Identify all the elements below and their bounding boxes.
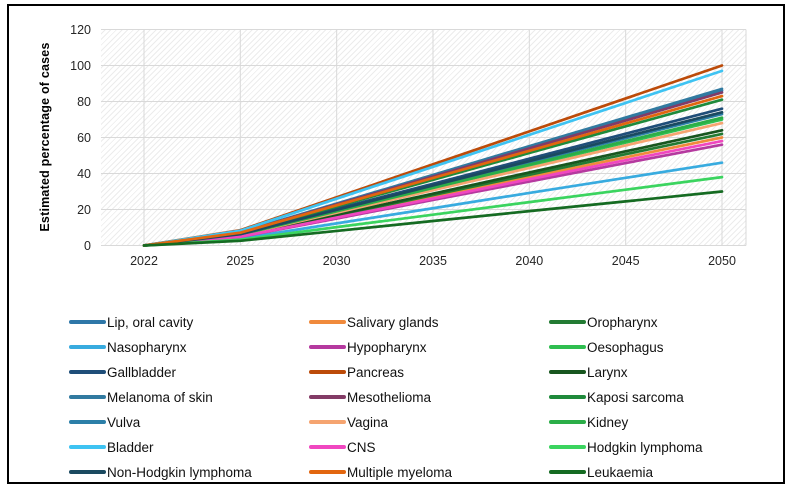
series-line-bladder: [142, 69, 724, 247]
legend-item-hypopharynx: Hypopharynx: [309, 338, 549, 356]
legend-label: Hodgkin lymphoma: [587, 439, 703, 455]
legend-swatch-icon: [549, 445, 586, 449]
legend-label: Oesophagus: [587, 339, 664, 355]
legend-label: Gallbladder: [107, 364, 177, 380]
y-axis-title: Estimated percentage of cases: [38, 42, 52, 232]
legend-label: Vulva: [107, 414, 141, 430]
legend-label: CNS: [347, 439, 376, 455]
legend-item-hodgkin-lymphoma: Hodgkin lymphoma: [549, 438, 749, 456]
legend-item-mesothelioma: Mesothelioma: [309, 388, 549, 406]
legend-swatch-icon: [309, 445, 346, 449]
legend-item-kidney: Kidney: [549, 413, 749, 431]
legend-swatch-icon: [309, 395, 346, 399]
series-line-cns: [142, 139, 724, 247]
legend-swatch-icon: [549, 395, 586, 399]
legend-swatch-icon: [549, 470, 586, 474]
x-tick-label: 2040: [515, 254, 544, 268]
legend-item-pancreas: Pancreas: [309, 363, 549, 381]
legend-label: Non-Hodgkin lymphoma: [107, 464, 252, 480]
legend-swatch-icon: [69, 420, 106, 424]
legend-item-kaposi-sarcoma: Kaposi sarcoma: [549, 388, 749, 406]
legend-swatch-icon: [549, 420, 586, 424]
legend-label: Kaposi sarcoma: [587, 389, 684, 405]
legend-label: Bladder: [107, 439, 154, 455]
legend-label: Melanoma of skin: [107, 389, 213, 405]
legend-label: Lip, oral cavity: [107, 314, 194, 330]
legend-item-multiple-myeloma: Multiple myeloma: [309, 463, 549, 481]
legend-swatch-icon: [309, 370, 346, 374]
x-tick-label: 2022: [130, 254, 158, 268]
series-line-multiple-myeloma: [142, 94, 724, 247]
legend-swatch-icon: [309, 345, 346, 349]
legend-swatch-icon: [69, 445, 106, 449]
legend-label: Multiple myeloma: [347, 464, 453, 480]
y-tick-label: 40: [77, 166, 91, 181]
legend-item-larynx: Larynx: [549, 363, 749, 381]
legend-label: Kidney: [587, 414, 629, 430]
legend-label: Hypopharynx: [347, 339, 427, 355]
x-tick-label: 2035: [419, 254, 447, 268]
legend-item-leukaemia: Leukaemia: [549, 463, 749, 481]
legend-label: Oropharynx: [587, 314, 658, 330]
legend-item-oesophagus: Oesophagus: [549, 338, 749, 356]
legend-item-gallbladder: Gallbladder: [69, 363, 309, 381]
chart-outer-frame: Estimated percentage of cases 0 20 40 60 80 1…: [7, 4, 785, 484]
y-tick-label: 80: [77, 94, 91, 109]
legend-item-cns: CNS: [309, 438, 549, 456]
legend-swatch-icon: [549, 345, 586, 349]
legend-swatch-icon: [309, 320, 346, 324]
legend-item-salivary-glands: Salivary glands: [309, 313, 549, 331]
series-line-leukaemia: [142, 190, 724, 247]
legend-item-bladder: Bladder: [69, 438, 309, 456]
legend-swatch-icon: [549, 370, 586, 374]
legend-label: Salivary glands: [347, 314, 439, 330]
y-tick-label: 0: [84, 238, 91, 253]
legend-item-vulva: Vulva: [69, 413, 309, 431]
legend-item-non-hodgkin-lymphoma: Non-Hodgkin lymphoma: [69, 463, 309, 481]
legend-item-lip-oral-cavity: Lip, oral cavity: [69, 313, 309, 331]
legend-swatch-icon: [309, 470, 346, 474]
y-tick-label: 120: [70, 22, 91, 37]
legend-label: Vagina: [347, 414, 389, 430]
legend-item-oropharynx: Oropharynx: [549, 313, 749, 331]
legend-label: Leukaemia: [587, 464, 654, 480]
line-chart-plot: [101, 29, 747, 247]
legend-item-vagina: Vagina: [309, 413, 549, 431]
legend-label: Mesothelioma: [347, 389, 432, 405]
legend-item-nasopharynx: Nasopharynx: [69, 338, 309, 356]
y-tick-label: 60: [77, 130, 91, 145]
x-tick-label: 2050: [708, 254, 736, 268]
x-tick-label: 2030: [322, 254, 351, 268]
legend-swatch-icon: [69, 320, 106, 324]
legend-swatch-icon: [69, 395, 106, 399]
legend-swatch-icon: [309, 420, 346, 424]
legend-label: Larynx: [587, 364, 628, 380]
y-tick-label: 20: [77, 202, 91, 217]
series-line-non-hodgkin-lymphoma: [142, 110, 724, 247]
legend-swatch-icon: [549, 320, 586, 324]
legend-item-melanoma-of-skin: Melanoma of skin: [69, 388, 309, 406]
y-tick-label: 100: [70, 58, 91, 73]
legend-label: Nasopharynx: [107, 339, 187, 355]
legend-swatch-icon: [69, 345, 106, 349]
chart-legend: Lip, oral cavity Salivary glands Oropharyn…: [69, 313, 769, 481]
x-tick-label: 2025: [226, 254, 255, 268]
legend-swatch-icon: [69, 470, 106, 474]
legend-label: Pancreas: [347, 364, 405, 380]
legend-swatch-icon: [69, 370, 106, 374]
x-tick-label: 2045: [611, 254, 640, 268]
